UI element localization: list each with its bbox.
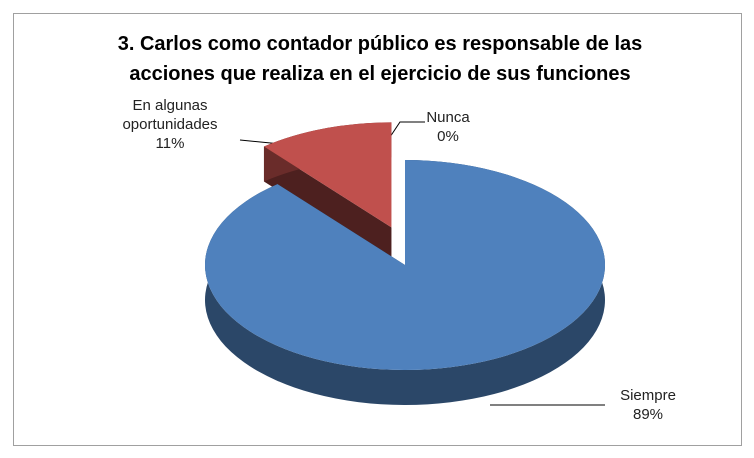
chart-title: 3. Carlos como contador público es respo… [118, 33, 643, 55]
category-label: Nunca [426, 109, 470, 126]
category-label: En algunas oportunidades [122, 97, 218, 133]
pie-slice [204, 160, 606, 406]
slice-top [263, 122, 392, 228]
value-label: 0% [437, 128, 459, 145]
pie-slice [263, 122, 392, 263]
leader-line [389, 121, 425, 138]
value-label: 11% [155, 135, 185, 152]
data-label: Nunca 0% [418, 108, 478, 146]
slice-side [263, 146, 392, 263]
chart-title: acciones que realiza en el ejercicio de … [129, 63, 630, 85]
category-label: Siempre [620, 387, 676, 404]
value-label: 89% [632, 406, 664, 423]
data-label: En algunas oportunidades 11% [100, 96, 240, 153]
data-label: Siempre 89% [608, 386, 688, 424]
slice-top [205, 160, 606, 370]
